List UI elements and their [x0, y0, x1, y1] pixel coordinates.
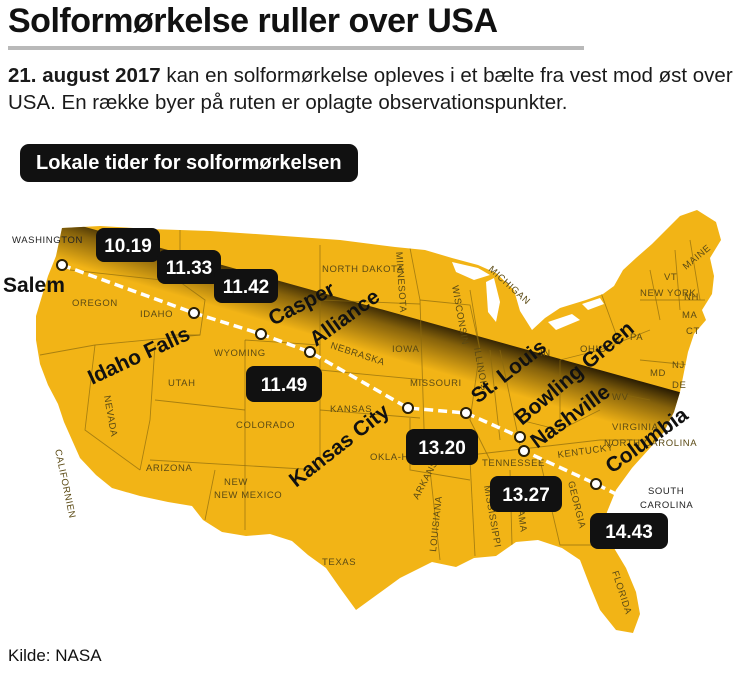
state-labels: WASHINGTON OREGON IDAHO CALIFORNIEN NEVA…: [12, 235, 713, 616]
time-box-5: 13.20: [406, 429, 478, 465]
state-label-iowa: IOWA: [392, 344, 419, 355]
time-box-4: 11.49: [246, 366, 322, 402]
state-label-virginia: VIRGINIA: [612, 422, 659, 433]
state-label-texas: TEXAS: [322, 557, 356, 568]
intro-text: kan en solformørkelse opleves i et bælte…: [8, 64, 733, 114]
state-label-kansas: KANSAS: [330, 404, 372, 415]
state-label-de: DE: [672, 380, 686, 391]
city-marker-salem: [56, 259, 68, 271]
intro-paragraph: 21. august 2017 kan en solformørkelse op…: [8, 62, 743, 116]
time-box-6: 13.27: [490, 476, 562, 512]
state-label-washington: WASHINGTON: [12, 235, 83, 246]
city-markers: [56, 259, 602, 490]
state-label-south-carolina-2: CAROLINA: [640, 500, 693, 511]
state-label-vt: VT: [664, 272, 677, 283]
state-label-oklahoma: OKLA-HOMA: [370, 452, 432, 463]
time-boxes: 10.19 11.33 11.42 11.49 13.20 13.27 14.4…: [96, 228, 668, 549]
city-label-salem: Salem: [3, 274, 65, 297]
state-label-nj: NJ: [672, 360, 685, 371]
time-value-6: 13.27: [502, 485, 550, 506]
state-label-utah: UTAH: [168, 378, 196, 389]
city-marker-alliance: [304, 346, 316, 358]
state-label-ct: CT: [686, 326, 700, 337]
city-marker-bowling-green: [514, 431, 526, 443]
city-marker-columbia: [590, 478, 602, 490]
state-label-idaho: IDAHO: [140, 309, 173, 320]
state-label-california: CALIFORNIEN: [52, 448, 77, 519]
state-label-oregon: OREGON: [72, 298, 118, 309]
page-title: Solformørkelse ruller over USA: [8, 2, 498, 40]
state-label-new-york: NEW YORK: [640, 288, 696, 299]
time-value-2: 11.33: [166, 258, 213, 279]
intro-date: 21. august 2017: [8, 64, 161, 87]
time-box-3: 11.42: [214, 269, 278, 303]
state-label-missouri: MISSOURI: [410, 378, 462, 389]
city-marker-nashville: [518, 445, 530, 457]
state-label-wv: WV: [612, 392, 629, 403]
time-value-1: 10.19: [104, 236, 152, 257]
state-label-ohio: OHIO: [580, 344, 607, 355]
city-marker-kansas-city: [402, 402, 414, 414]
title-divider: [8, 46, 584, 50]
time-value-4: 11.49: [261, 375, 308, 396]
time-value-3: 11.42: [223, 277, 270, 298]
time-value-7: 14.43: [605, 522, 653, 543]
city-marker-casper: [255, 328, 267, 340]
state-label-north-dakota: NORTH DAKOTA: [322, 264, 404, 275]
state-label-new-mexico-1: NEW: [224, 477, 248, 488]
state-label-new-mexico: NEW MEXICO: [214, 490, 282, 501]
state-label-md: MD: [650, 368, 666, 379]
state-label-arizona: ARIZONA: [146, 463, 192, 474]
state-label-north-carolina: NORTH CAROLINA: [604, 438, 697, 449]
state-label-minnesota: MINNESOTA: [393, 251, 408, 313]
city-marker-st-louis: [460, 407, 472, 419]
state-label-pa: PA: [630, 332, 643, 343]
time-box-2: 11.33: [157, 250, 221, 284]
time-box-7: 14.43: [590, 513, 668, 549]
source-note: Kilde: NASA: [8, 646, 102, 665]
legend-title-pill: Lokale tider for solformørkelsen: [20, 144, 358, 182]
state-label-south-carolina-1: SOUTH: [648, 486, 684, 497]
eclipse-path-line: [61, 263, 629, 502]
state-label-nh: NH: [684, 292, 699, 303]
time-value-5: 13.20: [418, 438, 466, 459]
state-label-wyoming: WYOMING: [214, 348, 266, 359]
state-label-in: IN: [540, 348, 551, 359]
state-label-ma: MA: [682, 310, 698, 321]
city-marker-idaho-falls: [188, 307, 200, 319]
time-box-1: 10.19: [96, 228, 160, 262]
great-lakes: [452, 262, 604, 330]
state-label-tennessee: TENNESSEE: [482, 458, 545, 469]
state-label-colorado: COLORADO: [236, 420, 295, 431]
